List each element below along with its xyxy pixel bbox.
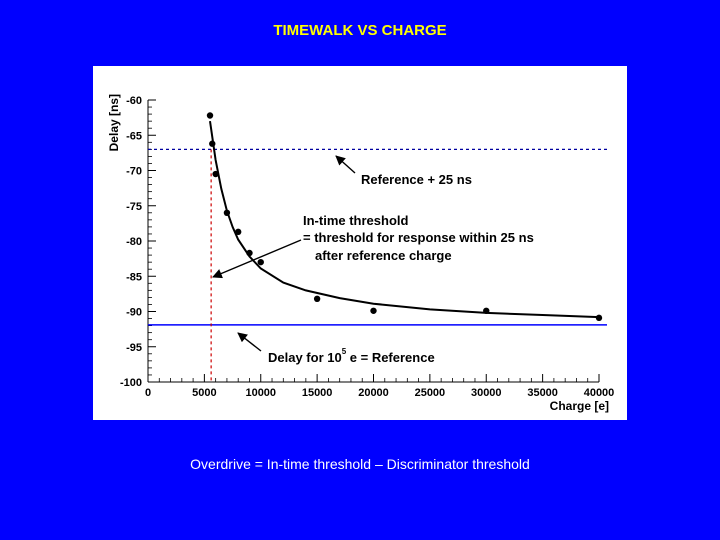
y-tick-label: -65 [126,130,142,142]
fit-curve [209,120,600,319]
data-point [313,295,321,303]
data-point [483,307,490,314]
data-point [206,112,214,119]
x-tick-label: 40000 [584,387,615,399]
y-tick-label: -85 [126,271,142,283]
y-axis-label: Delay [ns] [107,94,121,151]
data-point [223,209,231,216]
x-tick-label: 15000 [302,387,333,399]
y-tick-label: -70 [126,166,142,178]
data-point [370,307,377,314]
arrow-reference-plus-25 [335,155,356,174]
arrow-in-time-threshold [212,239,302,279]
annotation-in-time-after: after reference charge [315,248,452,263]
arrow-delay-reference [237,332,262,352]
y-tick-label: -75 [126,201,142,213]
overdrive-definition: Overdrive = In-time threshold – Discrimi… [190,456,530,472]
x-tick-label: 5000 [192,387,216,399]
x-tick-label: 10000 [245,387,276,399]
y-tick-label: -80 [126,236,142,248]
y-tick-label: -90 [126,307,142,319]
annotation-in-time-threshold: In-time threshold [303,213,409,228]
x-tick-label: 35000 [527,387,558,399]
data-point [235,228,242,236]
y-tick-label: -95 [126,342,142,354]
data-point [209,140,216,147]
annotation-in-time-definition: = threshold for response within 25 ns [303,230,534,245]
x-tick-label: 25000 [415,387,446,399]
data-point [246,249,253,257]
x-tick-label: 30000 [471,387,502,399]
annotation-reference-plus-25: Reference + 25 ns [361,172,472,187]
data-point [212,170,219,178]
timewalk-chart: -60 -65 -70 -75 -80 -85 -90 -95 -1000 5000 10000 15… [107,94,615,413]
annotation-delay-reference: Delay for 105 e = Reference [268,347,435,365]
y-tick-label: -100 [120,377,142,389]
data-point [257,258,264,266]
x-tick-label: 0 [145,387,151,399]
x-tick-label: 20000 [358,387,389,399]
x-axis-label: Charge [e] [550,399,609,413]
slide-title: TIMEWALK VS CHARGE [273,22,447,39]
plot-panel: -60 -65 -70 -75 -80 -85 -90 -95 -100 0 5000 10000 15… [93,66,627,420]
data-point [595,314,603,322]
y-tick-label: -60 [126,95,142,107]
